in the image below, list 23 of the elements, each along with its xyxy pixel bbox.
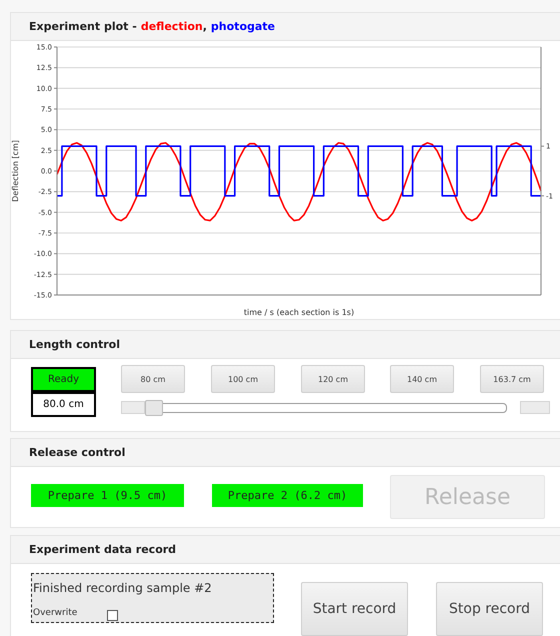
y-axis-title: Deflection [cm] (10, 140, 20, 202)
text: 100 cm (211, 365, 275, 393)
text: Length control (11, 331, 560, 359)
text: 120 cm (301, 365, 365, 393)
text: Start record (301, 582, 408, 636)
chart-title: Experiment plot - (29, 20, 137, 33)
text: Stop record (436, 582, 543, 636)
x-axis-title: time / s (each section is 1s) (244, 308, 354, 317)
text: deflection (140, 20, 203, 33)
text: 80.0 cm (31, 392, 96, 417)
text: Ready (31, 367, 96, 392)
text: , (202, 20, 207, 33)
text: Finished recording sample #2 (33, 581, 213, 595)
text: Experiment data record (11, 536, 560, 564)
text: Overwrite (33, 608, 78, 618)
text: 80 cm (121, 365, 185, 393)
text: 140 cm (390, 365, 454, 393)
text: Prepare 1 (9.5 cm) (31, 484, 184, 507)
text: Release control (11, 439, 560, 467)
text: 163.7 cm (480, 365, 544, 393)
text: photogate (210, 20, 276, 33)
text: Prepare 2 (6.2 cm) (212, 484, 363, 507)
line-series (56, 142, 542, 222)
